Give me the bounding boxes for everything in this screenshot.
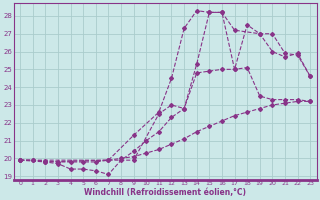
X-axis label: Windchill (Refroidissement éolien,°C): Windchill (Refroidissement éolien,°C) (84, 188, 246, 197)
